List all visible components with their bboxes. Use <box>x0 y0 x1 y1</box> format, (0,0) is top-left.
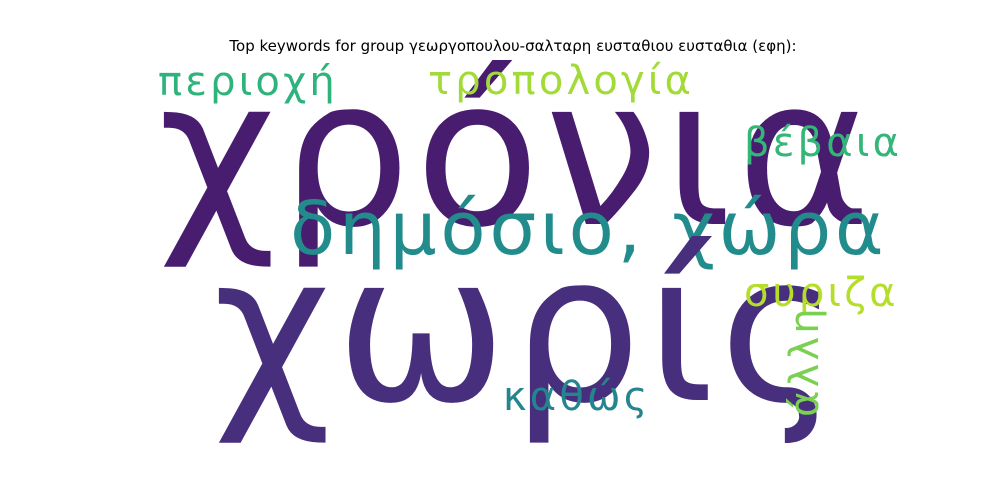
word-syriza: συριζα <box>744 270 899 316</box>
word-dimosio-xora: δημόσιο, χώρα <box>290 186 888 272</box>
figure-title: Top keywords for group γεωργοπουλου-σαλτ… <box>229 37 797 55</box>
word-periochi: περιοχή <box>158 59 338 105</box>
word-tropologia: τροπολογία <box>428 58 695 104</box>
word-vevaia: βέβαια <box>744 120 903 166</box>
word-xronia: χρόνια <box>158 35 876 273</box>
word-kathos: καθώς <box>503 374 651 420</box>
word-alli: άλλη <box>782 305 828 417</box>
word-xoris: χωρίς <box>213 211 844 449</box>
